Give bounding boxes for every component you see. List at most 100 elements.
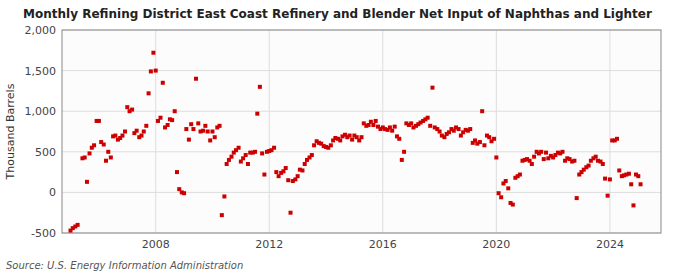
point bbox=[300, 168, 304, 172]
grid-line bbox=[62, 111, 661, 112]
point bbox=[104, 159, 108, 163]
point bbox=[120, 134, 124, 138]
y-tick-label: 2,000 bbox=[25, 24, 57, 37]
point bbox=[350, 138, 354, 142]
point bbox=[203, 124, 207, 128]
point bbox=[97, 119, 101, 123]
point bbox=[106, 150, 110, 154]
point bbox=[360, 135, 364, 139]
point bbox=[144, 124, 148, 128]
point bbox=[253, 150, 257, 154]
point bbox=[430, 86, 434, 90]
point bbox=[159, 116, 163, 120]
point bbox=[154, 69, 158, 73]
point bbox=[639, 182, 643, 186]
point bbox=[113, 134, 117, 138]
point bbox=[85, 180, 89, 184]
point bbox=[274, 170, 278, 174]
point bbox=[76, 223, 80, 227]
y-tick-label: 500 bbox=[35, 146, 56, 159]
point bbox=[213, 135, 217, 139]
point bbox=[142, 130, 146, 134]
point bbox=[208, 138, 212, 142]
point bbox=[374, 119, 378, 123]
point bbox=[575, 196, 579, 200]
point bbox=[218, 124, 222, 128]
y-tick-label: 0 bbox=[49, 186, 56, 199]
y-tick-label: 1,000 bbox=[25, 105, 57, 118]
point bbox=[135, 129, 139, 133]
point bbox=[544, 151, 548, 155]
point bbox=[402, 150, 406, 154]
point bbox=[258, 85, 262, 89]
point bbox=[220, 213, 224, 217]
point bbox=[615, 137, 619, 141]
point bbox=[480, 109, 484, 113]
grid-line bbox=[155, 30, 156, 233]
point bbox=[102, 142, 106, 146]
point bbox=[542, 157, 546, 161]
point bbox=[289, 211, 293, 215]
point bbox=[499, 195, 503, 199]
point bbox=[532, 155, 536, 159]
grid-line bbox=[382, 30, 383, 233]
point bbox=[170, 118, 174, 122]
point bbox=[539, 150, 543, 154]
point bbox=[151, 51, 155, 55]
point bbox=[601, 162, 605, 166]
point bbox=[629, 182, 633, 186]
plot-frame bbox=[62, 30, 661, 233]
point bbox=[237, 146, 241, 150]
point bbox=[147, 91, 151, 95]
point bbox=[244, 153, 248, 157]
point bbox=[397, 137, 401, 141]
point bbox=[587, 164, 591, 168]
point bbox=[608, 177, 612, 181]
grid-line bbox=[496, 30, 497, 233]
y-tick-label: -500 bbox=[31, 227, 56, 240]
point bbox=[494, 155, 498, 159]
point bbox=[560, 150, 564, 154]
point bbox=[530, 162, 534, 166]
point bbox=[125, 105, 129, 109]
point bbox=[130, 108, 134, 112]
point bbox=[393, 125, 397, 129]
point bbox=[246, 162, 250, 166]
point bbox=[187, 138, 191, 142]
x-tick-label: 2012 bbox=[255, 238, 283, 251]
point bbox=[603, 177, 607, 181]
point bbox=[206, 130, 210, 134]
point bbox=[506, 186, 510, 190]
point bbox=[83, 155, 87, 159]
point bbox=[400, 158, 404, 162]
x-tick-label: 2016 bbox=[369, 238, 397, 251]
point bbox=[492, 137, 496, 141]
point bbox=[173, 109, 177, 113]
point bbox=[296, 174, 300, 178]
point bbox=[262, 173, 266, 177]
point bbox=[189, 122, 193, 126]
point bbox=[329, 143, 333, 147]
point bbox=[194, 77, 198, 81]
point bbox=[627, 172, 631, 176]
point bbox=[260, 151, 264, 155]
point bbox=[478, 140, 482, 144]
point bbox=[312, 143, 316, 147]
point bbox=[109, 155, 113, 159]
chart: -50005001,0001,5002,00020082012201620202… bbox=[0, 0, 675, 275]
point bbox=[303, 162, 307, 166]
point bbox=[504, 179, 508, 183]
source-note: Source: U.S. Energy Information Administ… bbox=[6, 260, 243, 271]
grid-line bbox=[609, 30, 610, 233]
point bbox=[482, 143, 486, 147]
x-tick-label: 2008 bbox=[142, 238, 170, 251]
point bbox=[457, 127, 461, 131]
point bbox=[161, 81, 165, 85]
point bbox=[572, 159, 576, 163]
point bbox=[182, 191, 186, 195]
point bbox=[409, 121, 413, 125]
point bbox=[426, 116, 430, 120]
point bbox=[310, 153, 314, 157]
point bbox=[487, 135, 491, 139]
point bbox=[88, 151, 92, 155]
